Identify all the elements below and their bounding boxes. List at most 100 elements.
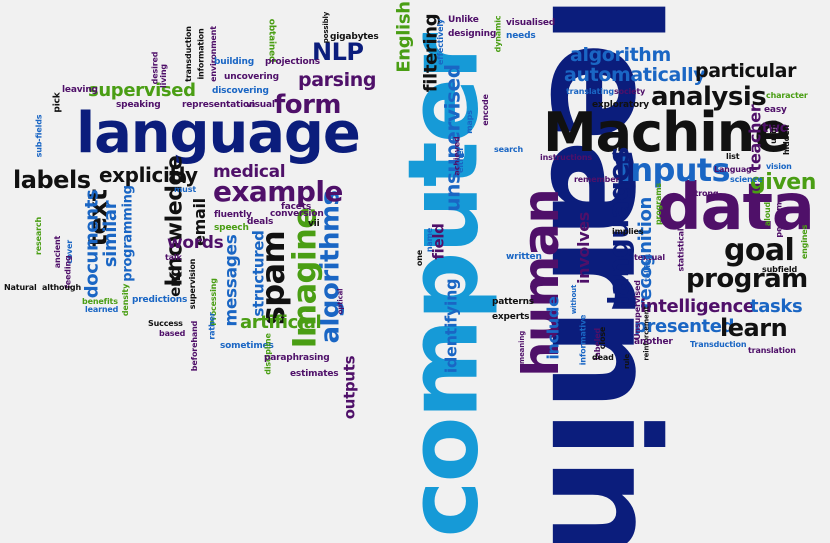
word-based: based [159,329,186,338]
word-designing: designing [448,29,497,39]
word-beforehand: beforehand [190,320,200,372]
word-involves: involves [574,211,594,285]
word-aloud: aloud [763,201,773,227]
word-obtained: obtained [266,18,277,63]
word-particular: particular [695,60,797,82]
word-identifying: identifying [441,278,461,374]
word-algorithm: algorithm [570,44,671,66]
word-effectively: effectively [435,19,445,65]
word-estimates: estimates [290,369,339,379]
word-end: end [165,266,184,297]
word-learned: learned [85,305,119,314]
word-one: one [415,249,425,267]
word-exploratory: exploratory [592,100,649,110]
word-ancient: ancient [53,235,63,269]
word-instructions: instructions [540,153,593,162]
word-close: close [598,326,608,350]
word-living: living [158,64,168,88]
word-data: data [656,171,815,245]
word-nlp: NLP [312,38,364,66]
word-include: include [543,296,563,360]
word-transduction: transduction [183,26,193,82]
word-subfield: subfield [762,265,798,274]
word-outputs: outputs [340,355,359,420]
word-dead: dead [592,353,614,362]
word-speech: speech [214,223,249,233]
word-teacher: teacher [745,104,765,172]
word-languages: languages [601,147,635,305]
word-without: without [570,284,579,315]
word-supervision: supervision [188,258,198,310]
word-using: using [768,120,778,144]
word-explicitly: explicitly [99,163,198,187]
word-translation: translation [748,346,796,355]
word-subfields: sub-fields [34,114,44,158]
word-two: two [762,121,789,136]
word-information: information [196,28,206,80]
word-needs: needs [506,31,536,41]
word-talk: talk [165,253,182,262]
word-environment: environment [208,26,218,82]
word-must: must [174,185,196,194]
word-conversion: conversion [270,209,324,219]
word-analysis: analysis [651,82,767,112]
word-goal: goal [724,233,795,268]
word-statistical: statistical [676,228,686,272]
word-translating: translating [566,87,614,96]
word-program: program [686,264,808,294]
word-hidden: hidden [782,124,792,156]
word-learn: learn [720,314,788,342]
word-rather: rather [207,312,217,340]
word-science: science [730,175,763,184]
word-success: Success [148,319,183,328]
word-vision: vision [766,162,792,171]
word-encode: encode [480,94,490,126]
word-projections: projections [265,57,320,67]
word-predictions: predictions [132,295,188,305]
word-documents: documents [81,189,103,299]
word-unsupervised-small: Unsupervised [632,280,642,340]
word-sometimes: sometimes [220,341,274,351]
word-gigabytes: gigabytes [330,32,379,42]
word-automatically: automatically [564,64,706,86]
word-messages: messages [221,234,242,327]
word-presented: presented [634,316,735,337]
word-intelligence: intelligence [640,296,755,317]
word-form: form [274,90,342,120]
word-density: density [121,283,131,317]
word-strong: strong [690,189,719,198]
word-textual: textual [634,253,665,262]
word-parsing: parsing [298,69,377,91]
word-although: although [42,283,81,292]
word-dynamic: dynamic [493,15,503,53]
word-tasks: tasks [750,296,803,317]
word-uncovering: uncovering [224,72,279,82]
word-machine: Machine [543,101,791,164]
word-implies: implies [612,227,644,236]
word-pick: pick [52,92,63,113]
word-search: search [494,145,524,154]
word-patterns: patterns [492,297,534,307]
word-fluently: fluently [214,210,252,220]
word-given: given [750,170,817,195]
word-artificial: artificial [240,312,322,333]
word-language: language [76,101,361,166]
word-example: example [213,175,343,208]
word-unlike: Unlike [448,15,479,25]
word-representation: representation [182,100,256,110]
word-informative: informative [578,314,588,366]
word-english: English [393,1,415,73]
word-name: name [425,227,435,253]
word-similar: similar [100,200,122,268]
word-experts: experts [492,312,530,322]
word-supervised: supervised [88,80,196,101]
word-transduction-cap: Transduction [690,340,747,349]
word-vii: vii [308,219,320,229]
word-natural: Natural [4,283,37,292]
word-optical: optical [336,288,345,315]
word-engines: engines [800,224,810,260]
word-society: society [614,87,646,96]
word-telling: telling [642,254,652,282]
word-rule: rule [623,353,632,370]
word-deals: deals [247,217,274,227]
